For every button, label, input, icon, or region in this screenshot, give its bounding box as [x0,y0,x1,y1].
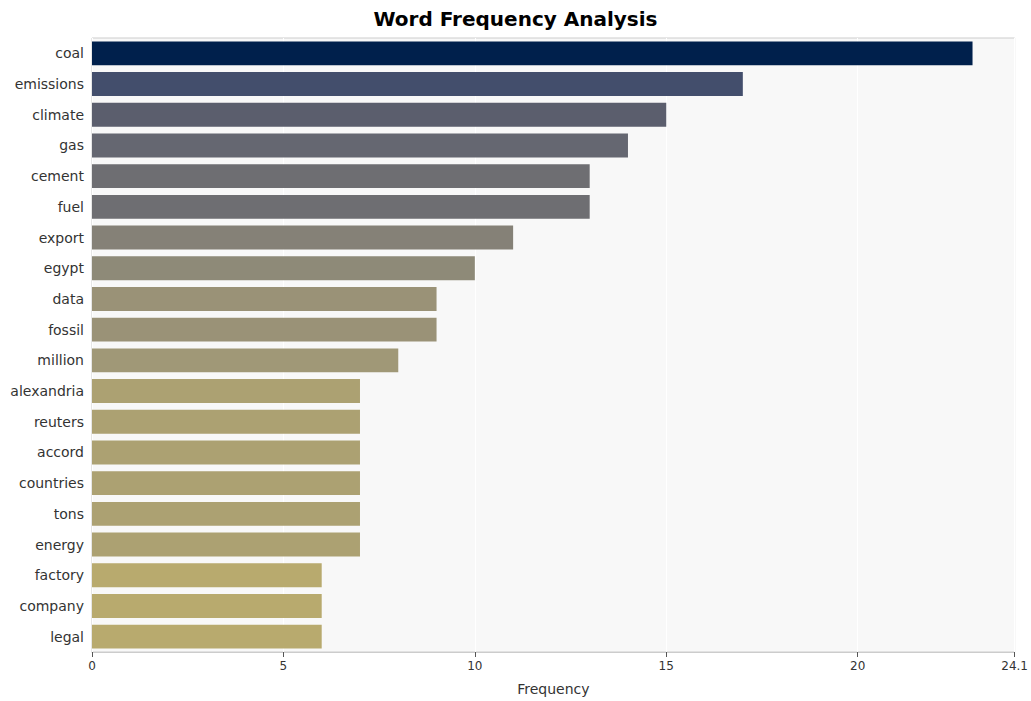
svg-text:emissions: emissions [15,76,84,92]
svg-text:factory: factory [35,567,84,583]
svg-text:export: export [39,230,85,246]
svg-text:climate: climate [32,107,84,123]
svg-text:10: 10 [467,659,482,673]
svg-text:5: 5 [280,659,288,673]
svg-text:fossil: fossil [48,322,84,338]
svg-text:Word Frequency Analysis: Word Frequency Analysis [373,7,657,31]
svg-text:company: company [19,598,84,614]
svg-text:million: million [37,352,84,368]
svg-text:gas: gas [59,137,84,153]
svg-text:tons: tons [54,506,84,522]
svg-text:data: data [52,291,84,307]
svg-text:24.1: 24.1 [1001,659,1028,673]
svg-text:alexandria: alexandria [10,383,84,399]
svg-text:countries: countries [19,475,84,491]
svg-text:accord: accord [37,444,84,460]
svg-text:fuel: fuel [58,199,84,215]
svg-text:reuters: reuters [34,414,84,430]
svg-text:0: 0 [88,659,96,673]
svg-text:Frequency: Frequency [517,681,589,697]
svg-text:coal: coal [55,45,84,61]
svg-text:legal: legal [50,629,84,645]
svg-text:egypt: egypt [44,260,85,276]
svg-text:15: 15 [659,659,674,673]
svg-text:20: 20 [850,659,865,673]
svg-text:cement: cement [31,168,84,184]
svg-text:energy: energy [35,537,84,553]
